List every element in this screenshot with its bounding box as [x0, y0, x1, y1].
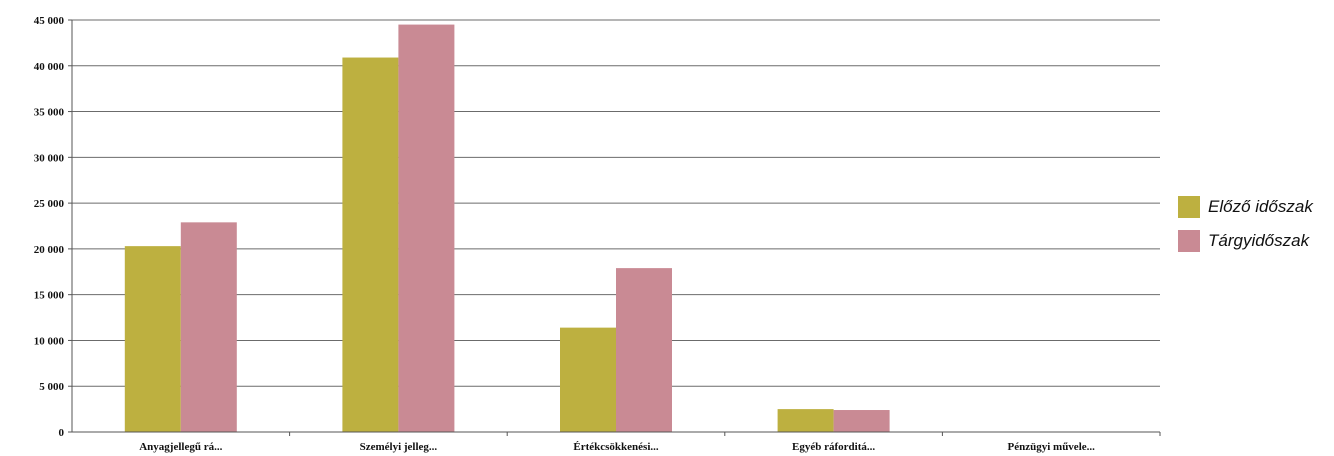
y-tick-label: 35 000	[34, 107, 65, 119]
y-tick-label: 45 000	[34, 15, 65, 27]
legend-label-current: Tárgyidőszak	[1208, 231, 1310, 250]
legend-item-previous: Előző időszak	[1178, 190, 1313, 224]
gridlines	[72, 19, 1160, 387]
x-category-label: Értékcsökkenési...	[573, 441, 659, 453]
y-tick-label: 25 000	[34, 198, 65, 210]
legend-swatch-current	[1178, 230, 1200, 252]
legend: Előző időszak Tárgyidőszak	[1178, 190, 1313, 258]
bar-previous	[124, 246, 181, 432]
bar-previous	[342, 57, 399, 432]
y-tick-label: 15 000	[34, 290, 65, 302]
y-axis-ticks: 0 5 000 10 000 15 000 20 000 25 000 30 000 35 0…	[34, 15, 72, 439]
y-tick-label: 20 000	[34, 244, 65, 256]
y-tick-label: 5 000	[39, 381, 64, 393]
y-tick-label: 40 000	[34, 61, 65, 73]
bars	[124, 24, 890, 432]
x-category-label: Egyéb ráforditá...	[792, 441, 875, 453]
x-axis-labels: Anyagjellegű rá... Személyi jelleg... Érté…	[139, 432, 1161, 453]
bar-previous	[777, 409, 834, 432]
y-tick-label: 30 000	[34, 152, 65, 164]
bar-current	[833, 410, 890, 432]
x-category-label: Anyagjellegű rá...	[139, 441, 222, 453]
bar-current	[180, 222, 237, 432]
bar-current	[616, 268, 672, 432]
legend-label-previous: Előző időszak	[1208, 197, 1313, 216]
bar-previous	[560, 327, 616, 432]
bar-current	[398, 24, 455, 432]
legend-swatch-previous	[1178, 196, 1200, 218]
legend-item-current: Tárgyidőszak	[1178, 224, 1313, 258]
y-tick-label: 10 000	[34, 335, 65, 347]
y-tick-label: 0	[59, 427, 65, 439]
x-category-label: Pénzügyi művele...	[1008, 441, 1096, 453]
x-category-label: Személyi jelleg...	[360, 441, 438, 453]
